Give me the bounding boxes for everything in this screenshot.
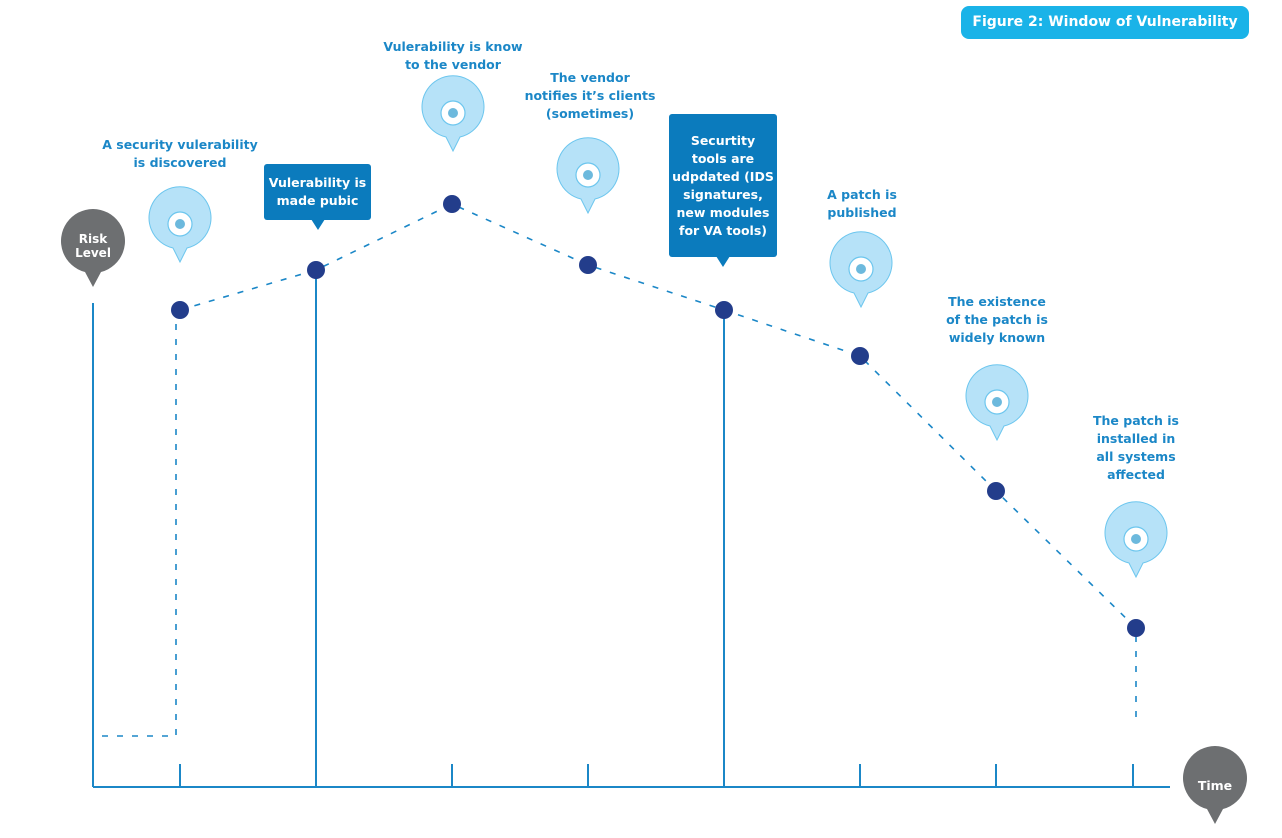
callout-line: udpdated (IDS bbox=[672, 168, 774, 184]
callout-line: for VA tools) bbox=[679, 222, 767, 238]
risk-curve bbox=[102, 203, 1137, 737]
point-patch-installed bbox=[1127, 619, 1145, 637]
annotation-line: A security vulerability bbox=[102, 137, 258, 152]
annotation-patch-known: The existence of the patch is widely kno… bbox=[946, 293, 1048, 347]
point-tools-updated bbox=[715, 301, 733, 319]
pin-patch-installed-icon bbox=[1104, 501, 1168, 579]
callout-line: made pubic bbox=[276, 193, 359, 208]
annotation-patch-published: A patch is published bbox=[827, 186, 897, 222]
time-label: Time bbox=[1198, 778, 1232, 793]
annotation-line: (sometimes) bbox=[545, 106, 635, 121]
callout-line: Securtity bbox=[690, 132, 756, 148]
point-patch-known bbox=[987, 482, 1005, 500]
callout-public: Vulerability is made pubic bbox=[264, 164, 371, 230]
risk-points bbox=[171, 195, 1145, 637]
annotation-line: all systems bbox=[1096, 449, 1176, 464]
annotation-line: affected bbox=[1107, 467, 1165, 482]
callout-line: signatures, bbox=[683, 186, 763, 202]
annotation-vendor-known: Vulerability is know to the vendor bbox=[383, 38, 522, 74]
risk-level-badge: Risk Level bbox=[61, 209, 125, 287]
annotation-line: The patch is bbox=[1093, 413, 1179, 428]
figure-title: Figure 2: Window of Vulnerability bbox=[961, 6, 1249, 39]
point-vendor-notifies bbox=[579, 256, 597, 274]
annotation-patch-installed: The patch is installed in all systems af… bbox=[1093, 412, 1179, 484]
pin-patch-published-icon bbox=[829, 231, 893, 309]
point-discovered bbox=[171, 301, 189, 319]
pin-vendor-notifies-icon bbox=[556, 137, 620, 215]
point-vendor-known bbox=[443, 195, 461, 213]
point-patch-published bbox=[851, 347, 869, 365]
annotation-line: is discovered bbox=[133, 155, 227, 170]
annotation-discovered: A security vulerability is discovered bbox=[102, 136, 258, 172]
time-badge: Time bbox=[1183, 746, 1247, 824]
pin-patch-known-icon bbox=[965, 364, 1029, 442]
annotation-line: A patch is bbox=[827, 187, 897, 202]
annotation-line: The existence bbox=[948, 294, 1046, 309]
annotation-line: widely known bbox=[948, 330, 1046, 345]
point-public bbox=[307, 261, 325, 279]
annotation-line: of the patch is bbox=[946, 312, 1048, 327]
pin-discovered-icon bbox=[148, 186, 212, 264]
x-axis-ticks bbox=[179, 764, 1134, 787]
annotation-line: to the vendor bbox=[405, 57, 501, 72]
callout-tools-updated: Securtity tools are udpdated (IDS signat… bbox=[669, 114, 777, 267]
callout-line: tools are bbox=[691, 150, 755, 166]
callout-line: Vulerability is bbox=[268, 175, 367, 190]
callout-line: new modules bbox=[676, 204, 770, 220]
annotation-line: The vendor bbox=[550, 70, 630, 85]
pin-vendor-known-icon bbox=[421, 75, 485, 153]
risk-level-label-line1: Risk bbox=[79, 232, 108, 246]
risk-level-label-line2: Level bbox=[75, 246, 111, 260]
annotation-line: notifies it’s clients bbox=[524, 88, 656, 103]
annotation-line: installed in bbox=[1096, 431, 1176, 446]
annotation-line: published bbox=[827, 205, 897, 220]
annotation-line: Vulerability is know bbox=[383, 39, 523, 54]
annotation-vendor-notifies: The vendor notifies it’s clients (someti… bbox=[525, 69, 656, 123]
